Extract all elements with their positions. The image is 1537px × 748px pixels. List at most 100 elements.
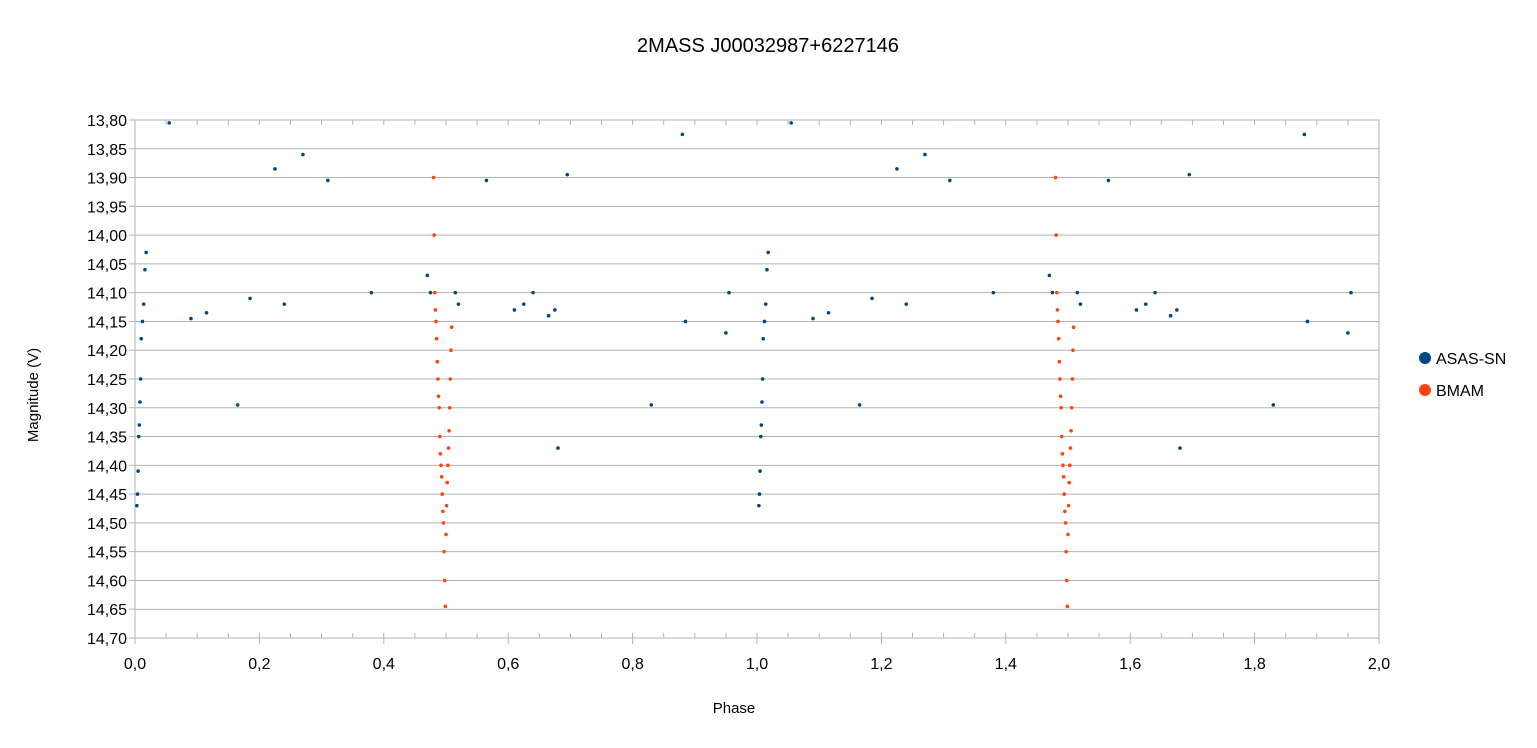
- data-point: [301, 152, 305, 157]
- data-point: [139, 336, 144, 341]
- data-point: [143, 267, 147, 272]
- data-point: [724, 331, 728, 335]
- data-point: [758, 469, 762, 473]
- data-point: [857, 403, 862, 407]
- data-point: [1175, 308, 1179, 312]
- data-point: [1069, 429, 1073, 433]
- data-point: [826, 311, 831, 315]
- data-point: [895, 167, 899, 171]
- data-point: [1134, 308, 1139, 312]
- data-point: [235, 403, 240, 407]
- data-point: [432, 233, 436, 237]
- data-point: [1065, 604, 1070, 609]
- series-layer: [135, 121, 1353, 609]
- data-point: [1067, 480, 1072, 485]
- data-point: [443, 604, 448, 609]
- data-point: [204, 311, 209, 315]
- data-point: [137, 423, 142, 427]
- y-axis-title: Magnitude (V): [25, 348, 42, 442]
- data-point: [449, 325, 454, 330]
- data-point: [1187, 172, 1192, 177]
- data-point: [141, 302, 146, 306]
- data-point: [439, 475, 444, 479]
- gridlines: [135, 119, 1379, 639]
- data-point: [1047, 273, 1052, 278]
- data-point: [1068, 463, 1072, 468]
- y-tick-label: 14,45: [87, 487, 127, 504]
- data-point: [1302, 132, 1307, 137]
- data-point: [758, 434, 763, 439]
- data-point: [1168, 313, 1173, 318]
- y-tick-label: 13,95: [87, 199, 127, 216]
- data-point: [1054, 233, 1058, 237]
- data-point: [531, 290, 535, 295]
- y-tick-label: 14,05: [87, 257, 127, 274]
- data-point: [763, 302, 768, 306]
- data-point: [1056, 319, 1060, 324]
- data-point: [135, 492, 140, 496]
- data-point: [448, 377, 453, 381]
- data-point: [553, 308, 557, 312]
- data-point: [1066, 532, 1070, 537]
- data-point: [1058, 394, 1063, 399]
- data-point: [1071, 325, 1076, 330]
- x-tick-label: 1,0: [746, 656, 768, 673]
- x-tick-label: 0,0: [124, 656, 146, 673]
- data-point: [565, 172, 570, 177]
- data-point: [456, 302, 461, 306]
- data-point: [248, 296, 252, 301]
- chart-title: 2MASS J00032987+6227146: [637, 35, 899, 57]
- data-point: [436, 394, 441, 399]
- data-point: [1061, 463, 1065, 468]
- data-point: [1064, 549, 1068, 554]
- data-point: [140, 319, 145, 324]
- data-point: [435, 359, 440, 364]
- data-point: [1075, 290, 1080, 295]
- data-point: [765, 267, 769, 272]
- data-point: [760, 400, 764, 404]
- data-point: [1068, 446, 1073, 450]
- data-point: [437, 405, 441, 410]
- x-tick-label: 1,4: [995, 656, 1017, 673]
- y-tick-label: 13,90: [87, 171, 127, 188]
- data-point: [1059, 405, 1063, 410]
- data-point: [369, 290, 374, 295]
- data-point: [189, 316, 193, 321]
- data-point: [445, 480, 450, 485]
- data-point: [441, 509, 445, 514]
- y-tick-label: 14,70: [87, 631, 127, 648]
- x-tick-label: 2,0: [1368, 656, 1390, 673]
- x-axis-title: Phase: [713, 700, 756, 717]
- y-tick-label: 14,55: [87, 545, 127, 562]
- x-tick-labels: 0,0 0,2 0,4 0,6 0,8 1,0 1,2 1,4 1,6 1,8 2,0: [124, 656, 1390, 673]
- data-point: [762, 319, 767, 324]
- data-point: [1178, 446, 1182, 450]
- data-point: [727, 290, 731, 295]
- data-point: [1349, 290, 1353, 295]
- data-point: [948, 178, 952, 183]
- data-point: [439, 463, 443, 468]
- data-point: [1053, 175, 1058, 180]
- y-tick-labels: 13,80 13,85 13,90 13,95 14,00 14,05 14,10 14,15…: [87, 113, 127, 648]
- y-tick-label: 14,00: [87, 228, 127, 245]
- data-point: [923, 152, 927, 157]
- data-point: [440, 492, 445, 496]
- y-tick-label: 13,80: [87, 113, 127, 130]
- y-tick-label: 13,85: [87, 142, 127, 159]
- data-point: [447, 429, 451, 433]
- data-point: [438, 452, 443, 456]
- data-point: [757, 492, 762, 496]
- legend-label: BMAM: [1436, 383, 1484, 400]
- data-point: [1056, 336, 1061, 341]
- legend-label: ASAS-SN: [1436, 351, 1506, 368]
- data-point: [1069, 405, 1074, 410]
- data-point: [991, 290, 996, 295]
- y-tick-label: 14,30: [87, 401, 127, 418]
- data-point: [136, 469, 140, 473]
- data-point: [446, 446, 451, 450]
- data-point: [870, 296, 874, 301]
- data-point: [1055, 290, 1059, 295]
- data-point: [1066, 503, 1071, 508]
- data-point: [433, 290, 437, 295]
- x-tick-label: 1,6: [1119, 656, 1141, 673]
